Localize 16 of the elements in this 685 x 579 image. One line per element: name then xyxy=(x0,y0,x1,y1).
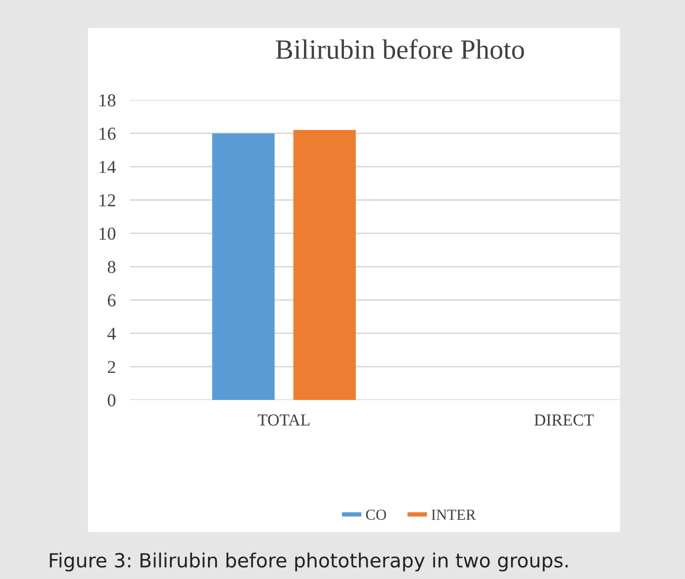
y-tick-label: 18 xyxy=(100,94,116,106)
y-tick-label: 0 xyxy=(108,394,116,406)
y-tick-label: 4 xyxy=(107,328,116,340)
chart-title: Bilirubin before Photo xyxy=(276,39,524,59)
y-tick-label: 10 xyxy=(100,228,116,240)
legend-label: CO xyxy=(366,510,386,520)
y-tick-label: 16 xyxy=(100,128,116,140)
y-tick-label: 8 xyxy=(108,260,116,274)
x-tick-label: TOTAL xyxy=(258,414,310,426)
y-tick-label: 14 xyxy=(100,161,116,173)
x-tick-label: DIRECT xyxy=(534,414,594,426)
y-tick-label: 2 xyxy=(108,360,116,373)
y-tick-label: 12 xyxy=(100,194,116,206)
caption: Figure 3: Bilirubin before phototherapy in two groups. xyxy=(50,552,568,572)
y-tick-label: 6 xyxy=(108,294,116,306)
legend-label: INTER xyxy=(432,510,476,520)
